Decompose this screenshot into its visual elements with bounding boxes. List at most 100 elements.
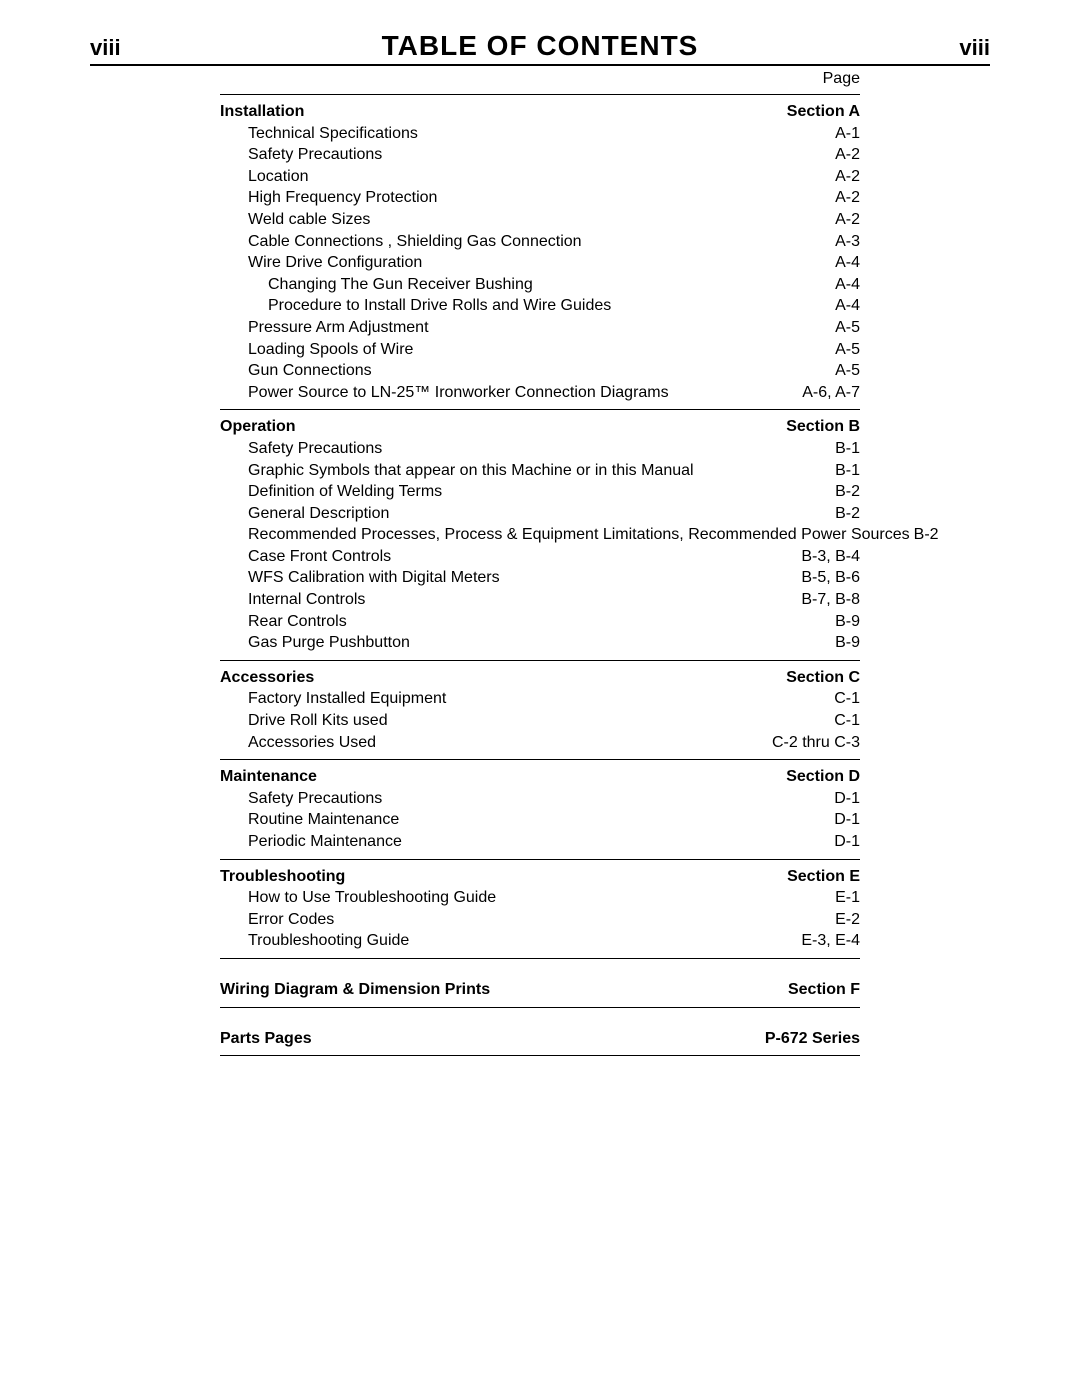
toc-entry-label: Power Source to LN-25™ Ironworker Connec… (248, 382, 669, 404)
toc-entry: Error Codes E-2 (220, 909, 860, 931)
toc-entry-page: P-672 Series (765, 1028, 860, 1050)
toc-entry-label: Safety Precautions (248, 438, 382, 460)
toc-entry-page: Section B (786, 416, 860, 438)
toc-entry-label: Routine Maintenance (248, 809, 399, 831)
page-header: viii TABLE OF CONTENTS viii (90, 30, 990, 66)
toc-entry: Parts Pages P-672 Series (220, 1028, 860, 1050)
toc-entry-page: Section E (787, 866, 860, 888)
toc-entry: WFS Calibration with Digital Meters B-5, … (220, 567, 860, 589)
toc-entry-label: Maintenance (220, 766, 317, 788)
toc-entry: Drive Roll Kits used C-1 (220, 710, 860, 732)
toc-entry: Loading Spools of WireA-5 (220, 339, 860, 361)
toc-entry-label: Procedure to Install Drive Rolls and Wir… (268, 295, 611, 317)
toc-entry-page: A-4 (835, 252, 860, 274)
toc-entry-label: Changing The Gun Receiver Bushing (268, 274, 533, 296)
toc-entry: AccessoriesSection C (220, 667, 860, 689)
toc-entry-label: High Frequency Protection (248, 187, 437, 209)
toc-entry: Changing The Gun Receiver BushingA-4 (220, 274, 860, 296)
toc-sections: InstallationSection ATechnical Specifica… (220, 94, 860, 1056)
toc-entry-page: B-5, B-6 (801, 567, 860, 589)
section-gap (220, 1014, 860, 1028)
toc-entry: Technical Specifications A-1 (220, 123, 860, 145)
toc-entry-page: B-9 (835, 611, 860, 633)
toc-entry-page: C-2 thru C-3 (772, 732, 860, 754)
toc-entry-page: A-2 (835, 166, 860, 188)
toc-entry-page: E-1 (835, 887, 860, 909)
toc-entry: Safety Precautions D-1 (220, 788, 860, 810)
toc-entry-label: Periodic Maintenance (248, 831, 402, 853)
toc-entry-page: A-5 (835, 339, 860, 361)
toc-entry: Troubleshooting Section E (220, 866, 860, 888)
toc-entry-label: Wiring Diagram & Dimension Prints (220, 979, 490, 1001)
page-title: TABLE OF CONTENTS (382, 30, 699, 62)
toc-entry-label: WFS Calibration with Digital Meters (248, 567, 500, 589)
toc-entry: Gas Purge Pushbutton B-9 (220, 632, 860, 654)
toc-entry-label: Error Codes (248, 909, 334, 931)
toc-entry: Procedure to Install Drive Rolls and Wir… (220, 295, 860, 317)
toc-entry-label: Technical Specifications (248, 123, 418, 145)
toc-entry-label: Definition of Welding Terms (248, 481, 442, 503)
toc-entry-label: General Description (248, 503, 389, 525)
toc-entry-label: Accessories Used (248, 732, 376, 754)
toc-entry-page: B-2 (835, 481, 860, 503)
toc-entry: Rear Controls B-9 (220, 611, 860, 633)
toc-entry-page: C-1 (834, 710, 860, 732)
toc-section: Parts Pages P-672 Series (220, 1028, 860, 1057)
page-number-right: viii (959, 35, 990, 61)
toc-entry-label: Location (248, 166, 309, 188)
toc-entry-page: D-1 (834, 788, 860, 810)
toc-entry-page: B-2 (914, 524, 939, 546)
toc-entry: Location A-2 (220, 166, 860, 188)
toc-section: AccessoriesSection CFactory Installed Eq… (220, 667, 860, 760)
toc-entry-page: A-5 (835, 317, 860, 339)
toc-section: Wiring Diagram & Dimension Prints Section… (220, 979, 860, 1008)
toc-entry-label: Troubleshooting Guide (248, 930, 409, 952)
toc-entry-page: A-3 (835, 231, 860, 253)
toc-entry: General Description B-2 (220, 503, 860, 525)
toc-entry-label: Installation (220, 101, 304, 123)
toc-entry: Periodic Maintenance D-1 (220, 831, 860, 853)
toc-entry-page: B-1 (835, 460, 860, 482)
toc-entry-label: Operation (220, 416, 296, 438)
toc-entry-label: Weld cable Sizes (248, 209, 370, 231)
toc-entry: Safety Precautions B-1 (220, 438, 860, 460)
toc-entry-page: A-1 (835, 123, 860, 145)
toc-entry: Maintenance Section D (220, 766, 860, 788)
toc-entry-label: Drive Roll Kits used (248, 710, 388, 732)
toc-entry-page: A-2 (835, 144, 860, 166)
toc-entry-page: Section D (786, 766, 860, 788)
toc-entry: Factory Installed EquipmentC-1 (220, 688, 860, 710)
toc-section: Maintenance Section D Safety Precautions D-… (220, 766, 860, 859)
toc-entry-label: Rear Controls (248, 611, 347, 633)
toc-entry: Cable Connections , Shielding Gas Connec… (220, 231, 860, 253)
toc-entry-label: Gun Connections (248, 360, 372, 382)
toc-entry: High Frequency ProtectionA-2 (220, 187, 860, 209)
toc-entry-label: Cable Connections , Shielding Gas Connec… (248, 231, 582, 253)
toc-entry-page: E-3, E-4 (801, 930, 860, 952)
toc-entry-label: Parts Pages (220, 1028, 312, 1050)
toc-entry-page: B-7, B-8 (801, 589, 860, 611)
toc-entry: Gun ConnectionsA-5 (220, 360, 860, 382)
toc-entry: Definition of Welding Terms B-2 (220, 481, 860, 503)
toc-entry-label: Gas Purge Pushbutton (248, 632, 410, 654)
toc-entry-label: Safety Precautions (248, 788, 382, 810)
toc-entry-label: Case Front Controls (248, 546, 391, 568)
toc-entry-label: Accessories (220, 667, 314, 689)
toc-entry: Operation Section B (220, 416, 860, 438)
toc-entry: How to Use Troubleshooting GuideE-1 (220, 887, 860, 909)
toc-section: Operation Section B Safety Precautions B-1 G… (220, 416, 860, 661)
page-column-label: Page (220, 70, 860, 88)
toc-entry-page: D-1 (834, 831, 860, 853)
toc-entry: Pressure Arm AdjustmentA-5 (220, 317, 860, 339)
toc-entry-label: Troubleshooting (220, 866, 345, 888)
toc-entry-page: B-2 (835, 503, 860, 525)
toc-entry-page: B-1 (835, 438, 860, 460)
page-number-left: viii (90, 35, 121, 61)
toc-entry-page: A-2 (835, 209, 860, 231)
toc-entry-page: B-9 (835, 632, 860, 654)
toc-entry: Case Front Controls B-3, B-4 (220, 546, 860, 568)
toc-entry-page: Section F (788, 979, 860, 1001)
toc-entry-page: B-3, B-4 (801, 546, 860, 568)
toc-entry: Routine MaintenanceD-1 (220, 809, 860, 831)
toc-entry-page: E-2 (835, 909, 860, 931)
